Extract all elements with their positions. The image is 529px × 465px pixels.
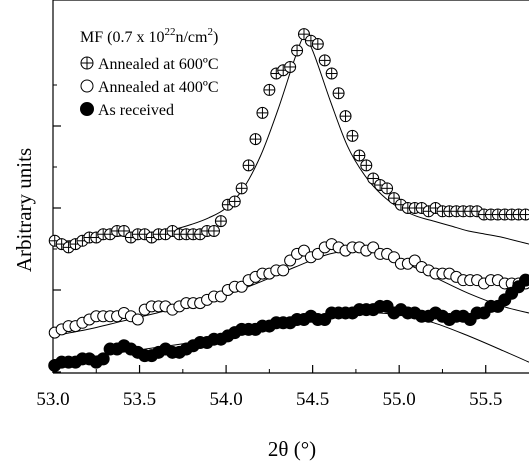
x-axis-title: 2θ (°) [268, 437, 316, 461]
x-tick-label: 54.0 [209, 389, 242, 410]
point-annealed-600 [256, 106, 269, 119]
x-tick-label: 55.0 [383, 389, 416, 410]
point-annealed-600 [318, 54, 331, 67]
point-annealed-600 [519, 208, 529, 221]
x-tick-label: 54.5 [296, 389, 329, 410]
point-annealed-600 [339, 110, 352, 123]
legend-entry-annealed-400: Annealed at 400ºC [80, 79, 218, 96]
legend-label-as-received: As received [98, 102, 174, 119]
point-annealed-600 [346, 129, 359, 142]
point-annealed-600 [228, 195, 241, 208]
legend-title: MF (0.7 x 1022n/cm2) [80, 26, 218, 46]
point-annealed-600 [214, 215, 227, 228]
point-annealed-600 [242, 159, 255, 172]
legend-entry-as-received: As received [80, 102, 174, 119]
legend-open-circle-icon [80, 79, 94, 93]
plot-frame [52, 0, 529, 374]
point-as-received [519, 273, 529, 287]
legend-entry-annealed-600: Annealed at 600ºC [80, 56, 218, 73]
point-annealed-600 [360, 159, 373, 172]
legend-filled-circle-icon [80, 102, 94, 116]
x-tick-label: 55.5 [469, 389, 502, 410]
point-annealed-600 [249, 133, 262, 146]
y-ticks [53, 84, 61, 373]
legend-label-annealed-600: Annealed at 600ºC [98, 56, 218, 73]
x-tick-label: 53.5 [123, 389, 156, 410]
y-axis-title: Arbitrary units [12, 148, 36, 272]
point-annealed-600 [311, 38, 324, 50]
data-points [48, 28, 529, 372]
point-annealed-600 [332, 87, 345, 100]
point-annealed-400 [131, 313, 144, 326]
point-annealed-600 [207, 224, 220, 237]
point-annealed-600 [381, 182, 394, 195]
point-annealed-400 [277, 264, 290, 277]
point-annealed-600 [284, 60, 297, 73]
x-tick-label: 53.0 [36, 389, 69, 410]
x-ticks: 53.0 53.5 54.0 54.5 55.0 55.5 [36, 365, 502, 410]
point-annealed-600 [325, 67, 338, 80]
point-as-received [96, 352, 110, 366]
legend-label-annealed-400: Annealed at 400ºC [98, 79, 218, 96]
legend-crossed-circle-icon [80, 56, 94, 70]
point-annealed-600 [291, 44, 304, 57]
legend: MF (0.7 x 1022n/cm2) Annealed at 600ºC A… [80, 26, 218, 119]
point-annealed-600 [235, 182, 248, 195]
point-annealed-600 [353, 149, 366, 162]
point-annealed-600 [263, 83, 276, 96]
